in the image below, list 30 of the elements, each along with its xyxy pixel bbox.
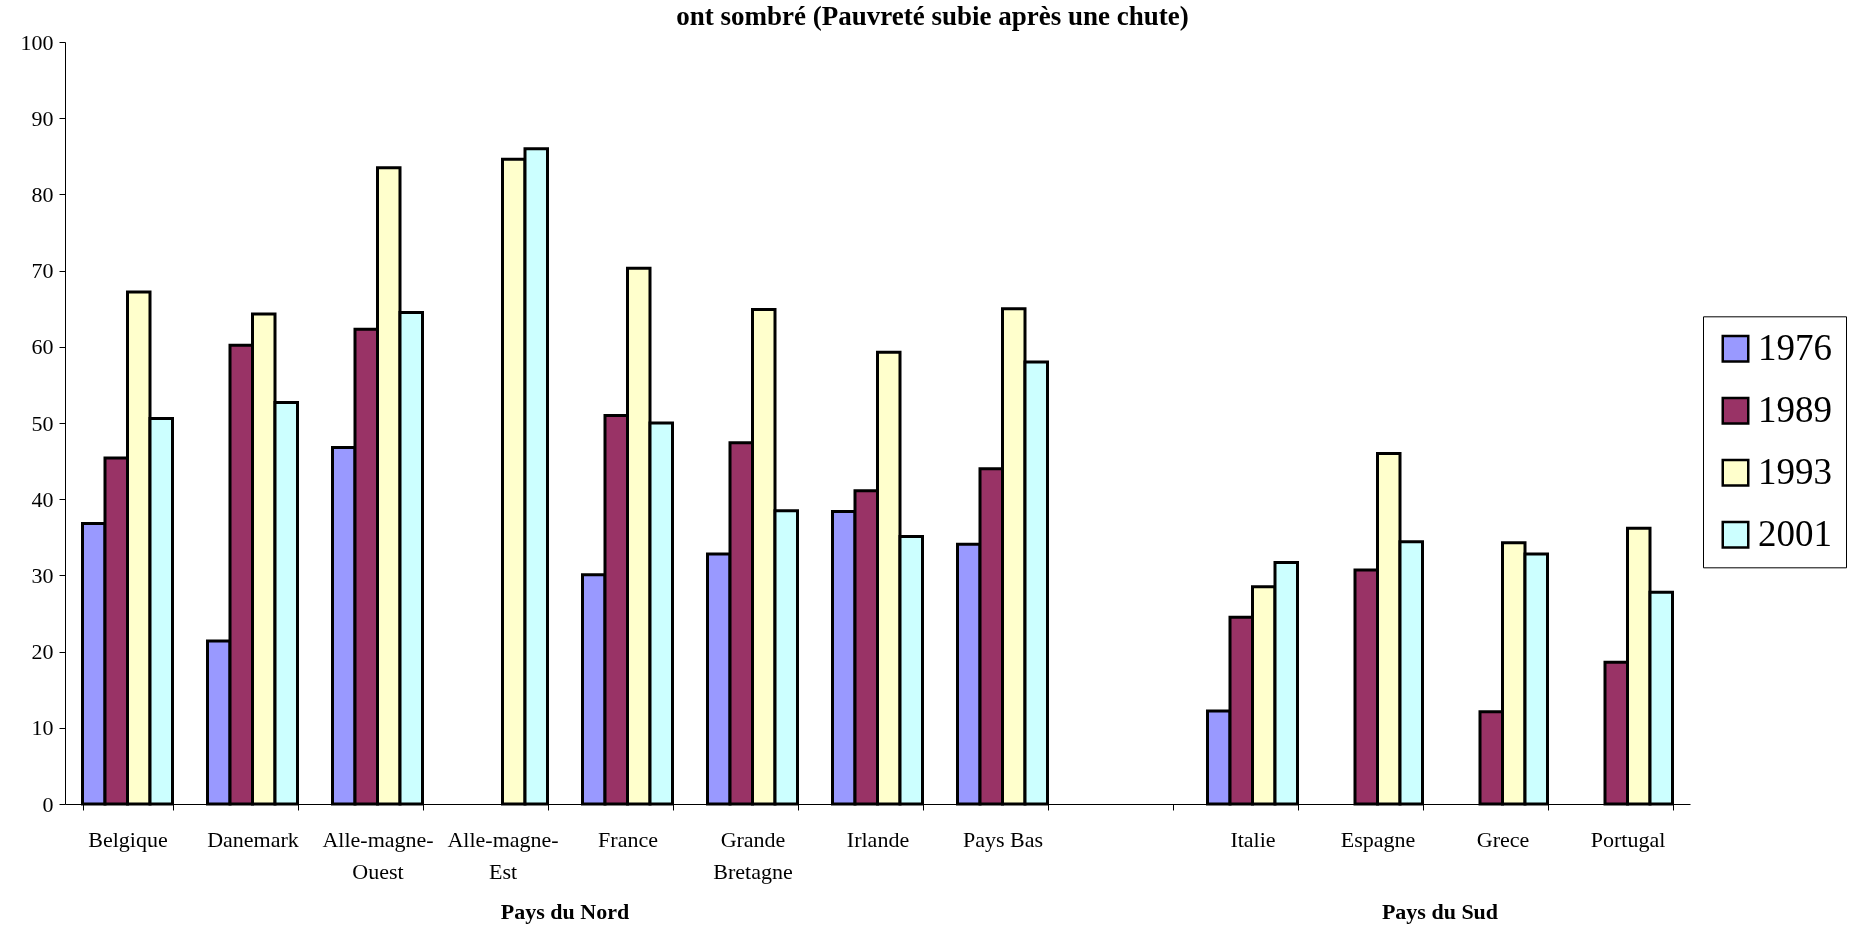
- x-tick-label: Irlande: [846, 826, 910, 852]
- y-tick-label: 30: [31, 562, 54, 588]
- y-tick-label: 60: [31, 334, 54, 360]
- x-tick-label: Belgique: [88, 826, 168, 852]
- y-tick-label: 50: [31, 410, 54, 436]
- legend-label: 2001: [1758, 512, 1832, 554]
- y-tick-label: 70: [31, 258, 54, 284]
- y-tick-label: 40: [31, 486, 54, 512]
- x-tick-label: Danemark: [207, 826, 299, 852]
- y-tick-label: 0: [42, 791, 54, 817]
- y-tick-label: 90: [31, 105, 54, 131]
- y-tick-label: 80: [31, 181, 54, 207]
- text: Pays du Nord: [500, 899, 630, 924]
- x-tick-label: France: [598, 826, 658, 852]
- x-tick-label: Italie: [1230, 826, 1276, 852]
- y-tick-label: 10: [31, 715, 54, 741]
- x-tick-label: Alle-magne-Est: [447, 826, 559, 884]
- x-tick-label: Espagne: [1340, 826, 1416, 852]
- x-tick-label: Pays Bas: [962, 826, 1044, 852]
- legend-label: 1989: [1758, 388, 1832, 430]
- y-tick-label: 100: [20, 29, 54, 55]
- legend-label: 1976: [1758, 326, 1832, 368]
- x-tick-label: Grece: [1476, 826, 1530, 852]
- y-tick-label: 20: [31, 639, 54, 665]
- x-tick-label: Portugal: [1590, 826, 1666, 852]
- x-tick-label: Alle-magne-Ouest: [322, 826, 434, 884]
- legend-label: 1993: [1758, 450, 1832, 492]
- text: Pays du Sud: [1381, 899, 1499, 924]
- chart-title: ont sombré (Pauvreté subie après une chute): [676, 1, 1189, 31]
- x-tick-label: Grande Bretagne: [713, 826, 793, 884]
